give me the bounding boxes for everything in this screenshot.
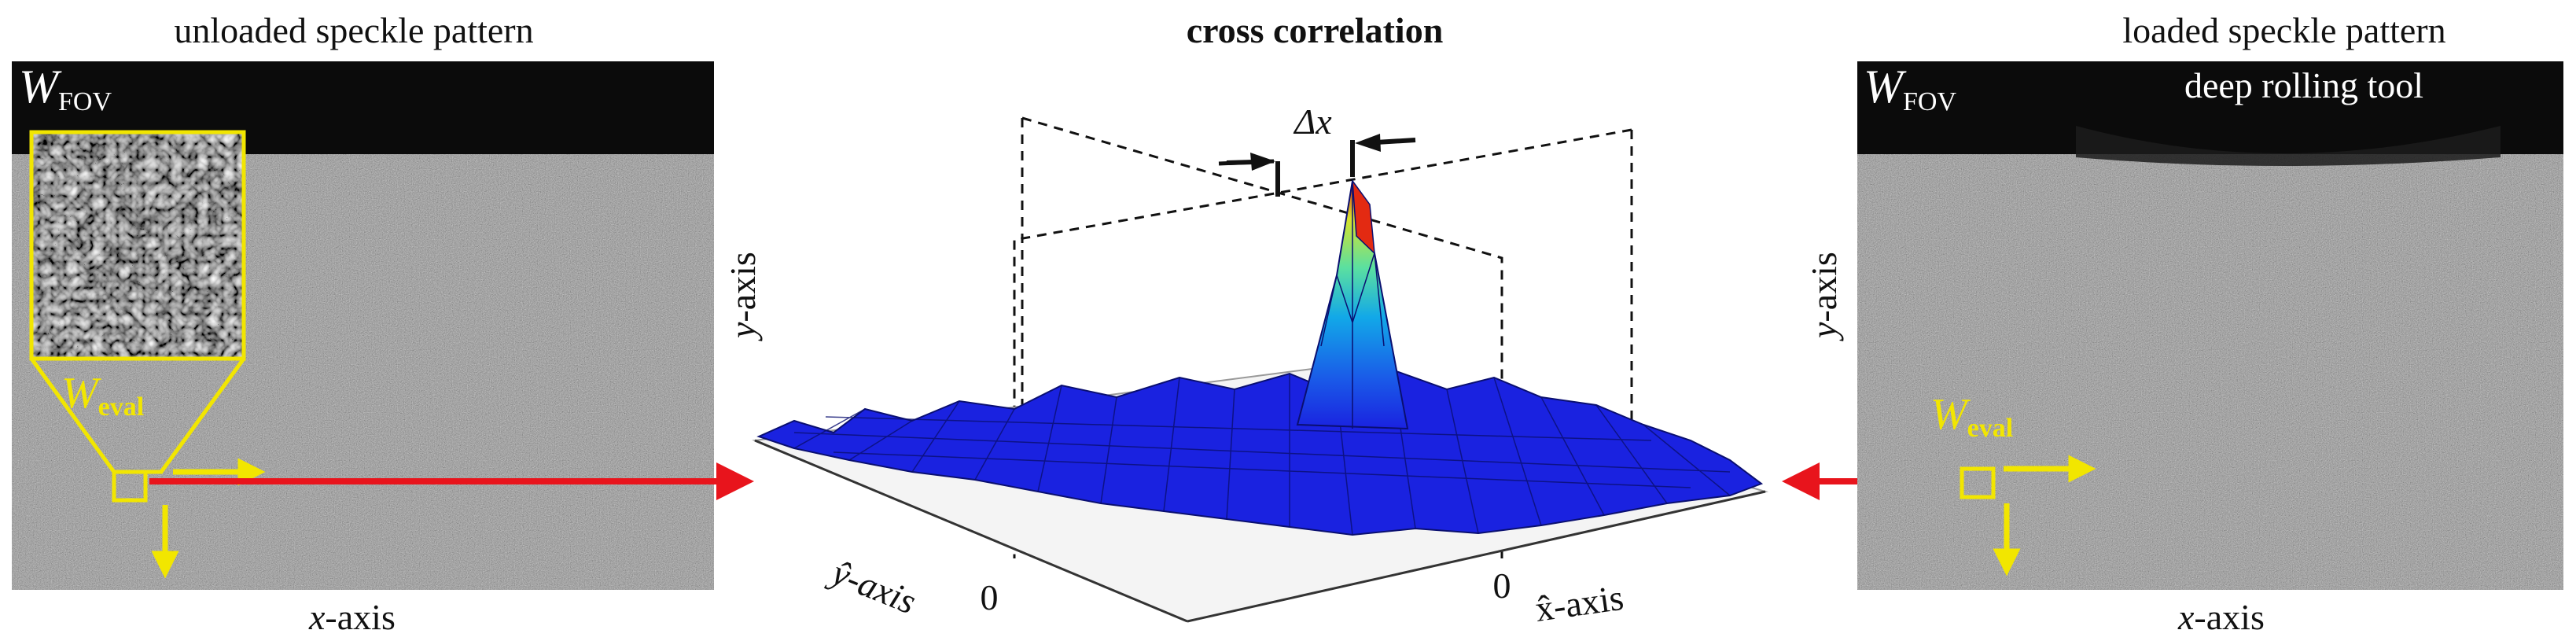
loaded-speckle-image [1857, 61, 2563, 590]
left-eval-window [112, 470, 148, 503]
delta-x-annotation [1218, 134, 1416, 197]
center-title: cross correlation [1187, 10, 1444, 50]
left-x-axis-label: x-axis [308, 597, 396, 637]
correlation-surface [756, 179, 1764, 536]
right-eval-window [1960, 466, 1996, 499]
x-hat-axis-line [1187, 490, 1766, 623]
delta-x-label: Δx [1293, 101, 1332, 142]
deep-rolling-tool-label: deep rolling tool [2184, 65, 2423, 105]
center-left-y-axis-label: y-axis [723, 252, 763, 341]
right-x-axis-label: x-axis [2177, 597, 2265, 637]
x-hat-axis-label: x̂-axis [1533, 577, 1625, 629]
y-hat-zero-label: 0 [981, 577, 999, 617]
right-w-eval-label: Weval [1930, 390, 2013, 443]
y-hat-axis-line [754, 439, 1188, 623]
left-panel-title: unloaded speckle pattern [174, 10, 533, 50]
center-right-y-axis-label: y-axis [1804, 252, 1844, 341]
right-panel-title: loaded speckle pattern [2122, 10, 2445, 50]
left-w-eval-label: Weval [61, 369, 144, 422]
left-w-fov-label: WFOV [19, 61, 112, 116]
right-w-fov-label: WFOV [1864, 61, 1956, 116]
x-hat-zero-label: 0 [1493, 565, 1511, 606]
y-hat-axis-label: ŷ-axis [824, 551, 922, 621]
